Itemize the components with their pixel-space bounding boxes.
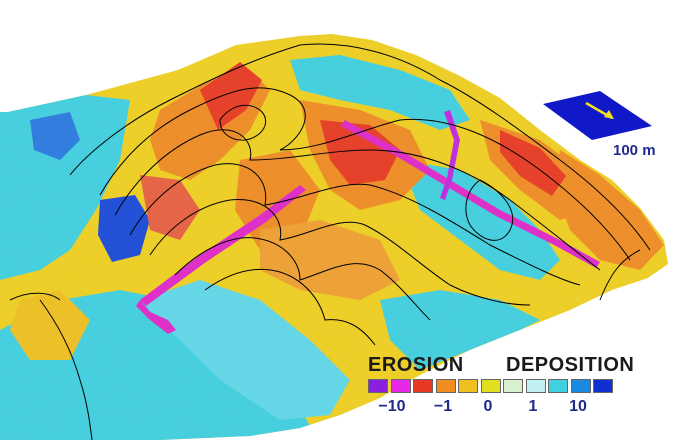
north-arrow-head-icon [604,110,614,119]
legend-swatch [368,379,388,393]
legend-swatch [593,379,613,393]
contour-line [599,249,641,301]
contour-line [149,198,531,306]
legend-deposition-label: DEPOSITION [506,354,635,376]
scale-plate [543,91,652,140]
contour-line [174,237,431,321]
legend-swatch [390,379,411,393]
contour-lines [9,43,651,440]
contour-line [69,43,651,251]
scale-label: 100 m [613,142,656,159]
legend-swatch [413,379,433,393]
contour-line [99,87,631,261]
legend-tick-label: 10 [569,398,587,415]
contour-line [204,268,376,346]
legend-tick-label: −10 [378,398,406,415]
legend-swatch [435,379,456,393]
contour-line [39,299,93,440]
contour-line [129,163,581,286]
contour-line [465,179,514,241]
contour-line [219,104,267,141]
legend-erosion-label: EROSION [368,354,464,376]
legend-swatch [548,379,568,393]
contour-line [9,292,61,301]
legend-swatch [458,379,478,393]
contour-line [114,129,601,271]
legend-tick-label: 0 [483,398,493,415]
legend-swatch [503,379,523,393]
legend-swatch [525,379,546,393]
legend-tick-label: 1 [528,398,538,415]
legend-tick-label: −1 [433,398,453,415]
legend-swatch [570,379,591,393]
legend-swatch [480,379,501,393]
